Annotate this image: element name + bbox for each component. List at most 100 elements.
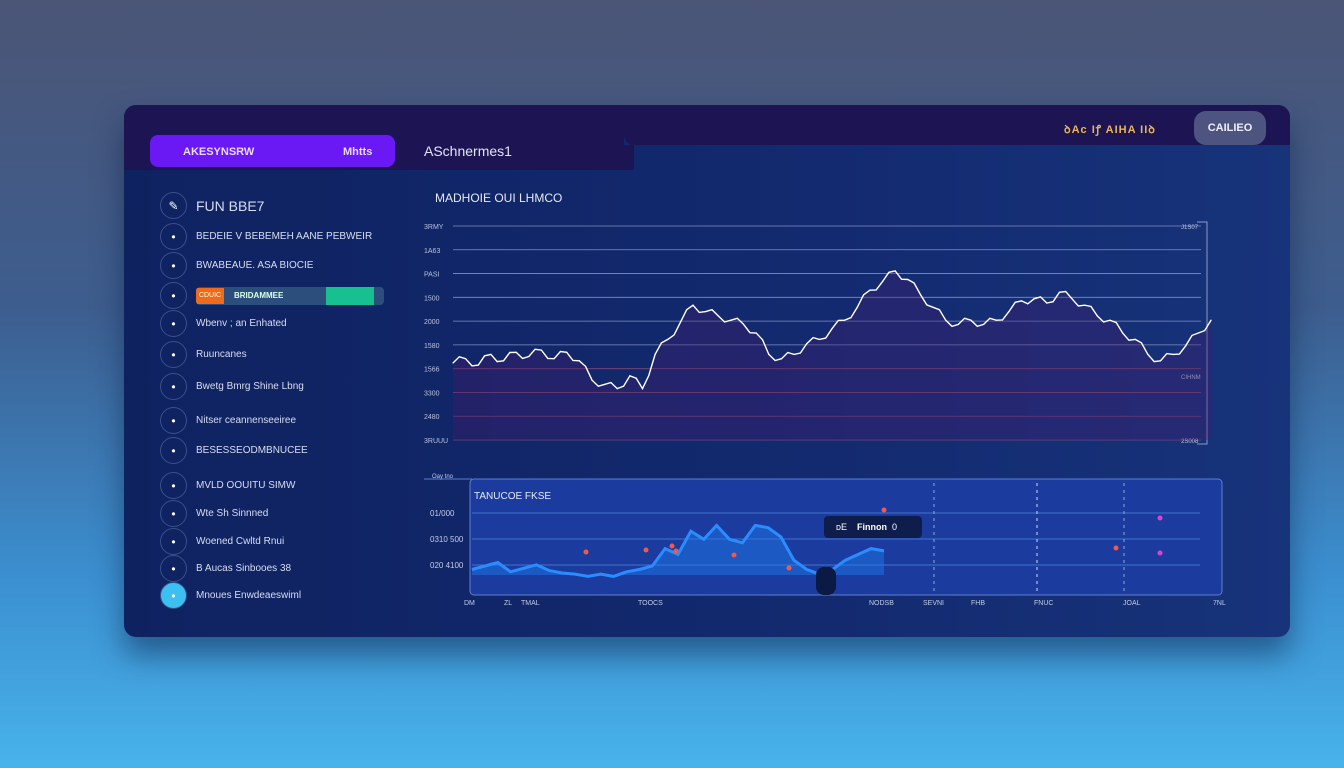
right-tick-label: CIHNM bbox=[1181, 375, 1201, 381]
data-point bbox=[983, 323, 985, 326]
y-tick-label: 1A63 bbox=[424, 248, 440, 255]
data-point bbox=[907, 278, 909, 281]
data-point bbox=[540, 349, 543, 351]
data-point bbox=[1071, 298, 1073, 300]
y-tick-label: 020 4100 bbox=[430, 561, 464, 570]
data-point bbox=[1197, 332, 1199, 334]
header-button[interactable]: CAILIEO bbox=[1194, 111, 1266, 145]
y-tick-label: 1566 bbox=[424, 367, 440, 374]
sidebar-item-label: Wte Sh Sinnned bbox=[196, 508, 269, 519]
event-marker bbox=[1157, 515, 1163, 521]
sidebar-item-label: BWABEAUE. ASA BIOCIE bbox=[196, 260, 314, 271]
rocket-icon: • bbox=[160, 373, 187, 400]
gauge-icon: • bbox=[160, 407, 187, 434]
data-point bbox=[1109, 319, 1111, 321]
main-chart-title: MADHOIE OUI LHMCO bbox=[435, 191, 563, 205]
data-point bbox=[1084, 304, 1086, 306]
main-chart: 3RMY 1A63 PASI 1500 2000 1580 1566 3300 2480 3RUU… bbox=[424, 221, 1212, 445]
event-marker bbox=[881, 507, 887, 513]
data-point bbox=[1134, 338, 1136, 341]
header-bar-right bbox=[624, 105, 1290, 170]
chart-bracket bbox=[1197, 221, 1208, 445]
y-tick-label: 1500 bbox=[424, 295, 440, 302]
data-point bbox=[1210, 319, 1212, 321]
progress-label: BRIDAMMEE bbox=[234, 290, 284, 300]
sidebar-item-label: BEDEIE V BEBEMEH AANE PEBWEIR bbox=[196, 231, 373, 242]
tab-secondary[interactable]: ASchnermes1 bbox=[424, 143, 512, 159]
sidebar-item[interactable]: • BEDEIE V BEBEMEH AANE PEBWEIR bbox=[160, 223, 372, 250]
data-point bbox=[919, 293, 922, 296]
data-point bbox=[452, 362, 454, 364]
dashboard-window: AKESYNSRW Mhtts ASchnermes1 ꝺAc Iꝭ AIHA … bbox=[124, 105, 1290, 637]
sidebar-item[interactable]: • BWABEAUE. ASA BIOCIE bbox=[160, 252, 313, 279]
data-point bbox=[730, 319, 732, 321]
sidebar-item-label: Mnoues Enwdeaeswiml bbox=[196, 590, 302, 601]
scroll-handle[interactable] bbox=[816, 567, 836, 595]
sidebar-item[interactable]: • Ruuncanes bbox=[160, 341, 247, 368]
shield-icon: • bbox=[160, 582, 187, 609]
progress-fill bbox=[326, 286, 374, 305]
sidebar-item-label: Bwetg Bmrg Shine Lbng bbox=[196, 381, 304, 392]
pin-icon: • bbox=[160, 282, 187, 309]
sidebar-item-label: Wbenv ; an Enhated bbox=[196, 318, 287, 329]
plane-icon: • bbox=[160, 437, 187, 464]
x-tick-label: 7NL bbox=[1213, 600, 1226, 607]
data-point bbox=[654, 353, 656, 355]
sidebar-item[interactable]: • Wte Sh Sinnned bbox=[160, 500, 268, 527]
right-tick-label: 2S008 bbox=[1181, 439, 1199, 445]
tooltip-value: 0 bbox=[892, 522, 898, 532]
line-area bbox=[453, 270, 1211, 440]
x-tick-label: TMAL bbox=[521, 600, 540, 607]
progress-badge: CDUIC bbox=[196, 287, 224, 304]
sidebar-item-label: MVLD OOUITU SIMW bbox=[196, 480, 296, 491]
sidebar-item[interactable]: • MVLD OOUITU SIMW bbox=[160, 472, 295, 499]
user-icon: ✎ bbox=[160, 192, 187, 219]
data-point bbox=[717, 315, 719, 317]
data-point bbox=[667, 338, 669, 341]
sidebar-title-row: ✎ FUN BBE7 bbox=[160, 192, 264, 219]
data-point bbox=[818, 338, 820, 341]
brush-icon: • bbox=[160, 223, 187, 250]
data-point bbox=[616, 388, 618, 390]
data-point bbox=[515, 351, 517, 353]
y-tick-label: Oay tno bbox=[432, 474, 454, 480]
tooltip-label: Finnon bbox=[856, 522, 887, 532]
sidebar-item[interactable]: • BESESSEODMBNUCEE bbox=[160, 437, 308, 464]
sidebar-item-label: Ruuncanes bbox=[196, 349, 247, 360]
x-tick-label: DM bbox=[464, 600, 475, 607]
data-point bbox=[894, 270, 896, 272]
sidebar-item-label: BESESSEODMBNUCEE bbox=[196, 445, 308, 456]
x-tick-label: JOAL bbox=[1123, 600, 1141, 607]
data-point bbox=[679, 321, 681, 323]
event-marker bbox=[731, 552, 737, 558]
tab-active[interactable]: AKESYNSRW Mhtts bbox=[150, 135, 395, 167]
sidebar-item[interactable]: • Woened Cwltd Rnui bbox=[160, 528, 284, 555]
tooltip-prefix: ᴅE bbox=[836, 522, 847, 532]
data-point bbox=[856, 306, 858, 308]
euro-icon: • bbox=[160, 555, 187, 582]
event-marker bbox=[583, 549, 589, 555]
header-status: ꝺAc Iꝭ AIHA IIꝺ bbox=[1064, 124, 1156, 136]
data-point bbox=[465, 358, 467, 360]
sidebar-item[interactable]: • Bwetg Bmrg Shine Lbng bbox=[160, 373, 304, 400]
data-point bbox=[1147, 353, 1149, 355]
globe-icon: • bbox=[160, 341, 187, 368]
data-point bbox=[629, 375, 631, 377]
y-tick-label: 3300 bbox=[424, 390, 440, 397]
x-tick-label: TOOCS bbox=[638, 600, 663, 607]
sidebar-item[interactable]: • B Aucas Sinbooes 38 bbox=[160, 555, 291, 582]
sidebar-item[interactable]: • CDUIC BRIDAMMEE bbox=[160, 282, 384, 309]
anchor-icon: • bbox=[160, 472, 187, 499]
data-point bbox=[869, 289, 871, 291]
x-tick-label: FHB bbox=[971, 600, 985, 607]
sidebar-item[interactable]: • Wbenv ; an Enhated bbox=[160, 310, 287, 337]
sidebar-item[interactable]: • Mnoues Enwdeaeswiml bbox=[160, 582, 301, 609]
data-point bbox=[1185, 345, 1187, 347]
data-point bbox=[945, 319, 947, 321]
data-point bbox=[768, 353, 770, 355]
data-point bbox=[641, 388, 644, 390]
data-point bbox=[1033, 298, 1035, 300]
sidebar-item[interactable]: • Nitser ceannenseeiree bbox=[160, 407, 296, 434]
data-point bbox=[578, 360, 580, 362]
sidebar-item-label: Woened Cwltd Rnui bbox=[196, 536, 285, 547]
